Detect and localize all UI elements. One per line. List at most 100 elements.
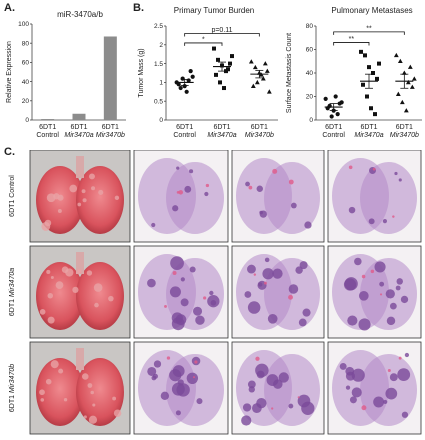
data-point	[365, 94, 369, 99]
data-point	[180, 76, 185, 81]
metastasis-focus	[193, 306, 203, 316]
lung-nodule	[40, 398, 45, 402]
metastasis-focus	[351, 387, 362, 398]
metastasis-focus	[204, 191, 209, 197]
data-point	[248, 59, 254, 64]
metastasis-focus	[389, 302, 397, 310]
lung-nodule	[46, 269, 51, 275]
y-tick-label: 80	[22, 40, 30, 47]
x-tick-label: 6DT1	[39, 124, 56, 131]
x-tick-label: Mir3470a	[207, 132, 236, 139]
metastasis-focus	[266, 374, 279, 387]
metastasis-focus	[339, 362, 347, 370]
tissue-section	[166, 162, 224, 234]
trachea	[76, 156, 84, 178]
data-point	[178, 85, 183, 91]
metastasis-focus	[272, 268, 283, 279]
metastasis-focus	[302, 308, 311, 317]
metastasis-focus	[383, 399, 388, 404]
bar	[72, 113, 86, 120]
data-point	[216, 57, 220, 62]
lung-lobe-right	[76, 166, 124, 234]
metastasis-focus	[351, 368, 365, 382]
vessel-spot	[398, 356, 402, 360]
lung-nodule	[63, 398, 68, 402]
row-label-text: 6DT1	[9, 297, 16, 316]
data-point	[333, 94, 338, 99]
metastasis-focus	[244, 291, 252, 298]
metastasis-focus	[278, 372, 289, 383]
metastasis-focus	[299, 261, 308, 270]
data-point	[335, 112, 340, 117]
metastasis-focus	[247, 264, 256, 274]
y-axis-label: Tumor Mass (g)	[138, 48, 145, 97]
x-tick-label: 6DT1	[325, 124, 342, 131]
data-point	[222, 86, 226, 91]
metastasis-focus	[394, 171, 398, 176]
metastasis-focus	[400, 295, 409, 304]
y-tick-label: 60	[22, 60, 30, 67]
x-tick-label: 6DT1	[176, 124, 193, 131]
vessel-spot	[248, 185, 253, 190]
data-point	[395, 91, 401, 96]
x-tick-label: Mir3470a	[354, 132, 383, 139]
metastasis-focus	[256, 185, 263, 192]
x-tick-label: Control	[322, 132, 345, 139]
x-tick-label: 6DT1	[360, 124, 377, 131]
metastasis-focus	[404, 352, 410, 358]
metastasis-focus	[152, 373, 158, 379]
data-point	[367, 65, 371, 70]
metastasis-focus	[264, 257, 270, 263]
x-tick-label: 6DT1	[251, 124, 268, 131]
tissue-section	[264, 162, 320, 234]
data-point	[369, 106, 373, 111]
data-point	[375, 76, 379, 81]
metastasis-focus	[175, 410, 181, 416]
y-tick-label: 0	[309, 117, 313, 124]
chart-primary-tumor: Primary Tumor Burden Tumor Mass (g) 0 0.5 1 1…	[138, 6, 278, 139]
metastasis-focus	[368, 218, 375, 225]
y-axis-label: Surface Metastasis Count	[286, 33, 293, 113]
y-tick-label: 40	[306, 70, 314, 77]
significance-bracket	[333, 42, 370, 46]
metastasis-focus	[395, 285, 401, 291]
data-point	[262, 61, 268, 66]
vessel-spot	[205, 183, 210, 188]
significance-label: **	[366, 25, 372, 32]
chart-title: miR-3470a/b	[57, 10, 103, 19]
significance-label: **	[349, 36, 355, 43]
metastasis-focus	[358, 291, 369, 301]
lung-lobe-right	[76, 262, 124, 330]
lung-nodule	[82, 198, 87, 203]
metastasis-focus	[354, 257, 362, 266]
metastasis-focus	[379, 281, 385, 287]
lung-nodule	[47, 316, 55, 324]
data-point	[254, 79, 260, 85]
x-tick-label: Mir3470a	[64, 132, 93, 139]
metastasis-focus	[180, 298, 189, 307]
panel-label-b: B.	[133, 2, 144, 14]
metastasis-focus	[172, 365, 185, 377]
metastasis-focus	[348, 206, 356, 214]
vessel-spot	[288, 294, 293, 300]
metastasis-focus	[241, 415, 252, 426]
chart-title: Primary Tumor Burden	[174, 6, 254, 15]
metastasis-focus	[151, 222, 156, 228]
data-point	[260, 76, 266, 81]
data-point	[359, 49, 363, 54]
row-label-text: 6DT1	[9, 393, 16, 412]
x-tick-label: Mir3470b	[245, 132, 274, 139]
data-point	[409, 84, 415, 89]
lung-nodule	[90, 390, 95, 395]
lung-nodule	[69, 184, 78, 193]
data-point	[399, 99, 405, 105]
data-point	[264, 68, 270, 73]
y-tick-label: 80	[306, 23, 314, 30]
chart-pulmonary-metastases: Pulmonary Metastases Surface Metastasis C…	[286, 6, 422, 139]
metastasis-focus	[245, 181, 250, 187]
data-point	[252, 64, 258, 70]
metastasis-focus	[248, 386, 255, 393]
metastasis-focus	[385, 289, 395, 299]
